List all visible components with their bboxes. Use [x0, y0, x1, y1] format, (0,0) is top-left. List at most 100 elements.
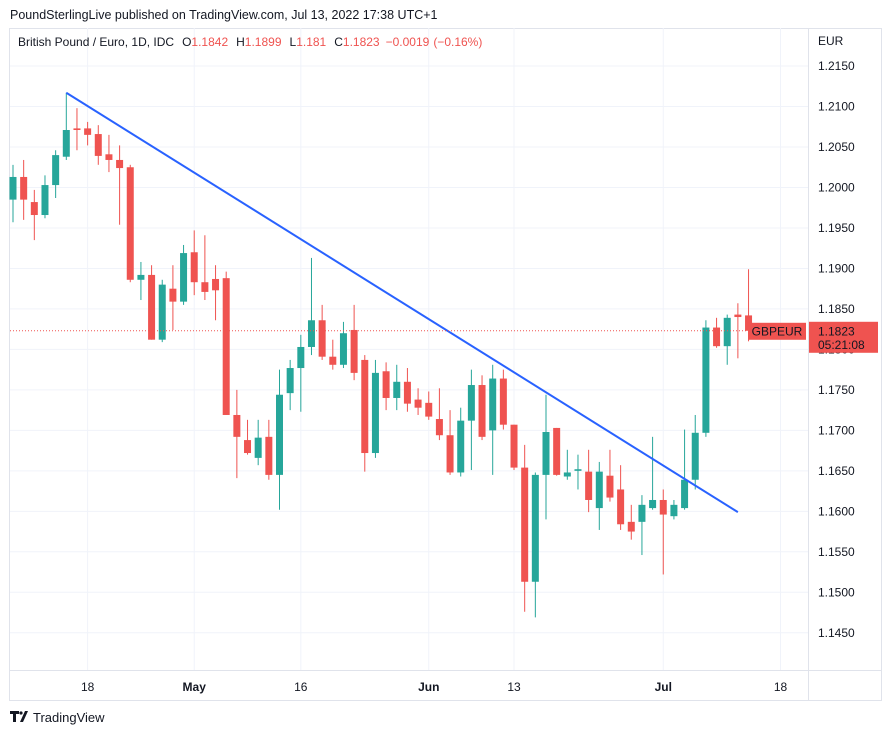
- y-tick-label: 1.1750: [818, 383, 855, 397]
- ohlc-letter: C: [334, 35, 343, 49]
- x-tick-label: Jun: [418, 680, 439, 694]
- candle-body: [617, 489, 625, 525]
- y-tick-label: 1.1450: [818, 626, 855, 640]
- candle-body: [62, 130, 70, 157]
- legend: British Pound / Euro, 1D, IDC O1.1842 H1.1…: [18, 35, 482, 49]
- candle-body: [297, 346, 305, 369]
- candle-body: [116, 159, 124, 169]
- y-tick-label: 1.1500: [818, 585, 855, 599]
- frame: [9, 28, 882, 701]
- candle-body: [595, 471, 603, 509]
- change-pct: (−0.16%): [433, 35, 482, 49]
- candle-body: [499, 378, 507, 425]
- candle-body: [563, 472, 571, 477]
- candle-body: [478, 385, 486, 437]
- candle-body: [382, 371, 390, 398]
- axes: 1.1450 1.1500 1.1550 1.1600 1.1650 1.1700 1.17…: [81, 59, 878, 694]
- candle-body: [691, 432, 699, 480]
- candle-body: [649, 499, 657, 509]
- candle-body: [52, 155, 60, 186]
- y-tick-label: 1.2000: [818, 180, 855, 194]
- candle-body: [137, 274, 145, 280]
- candle-body: [574, 469, 582, 471]
- symbol-label: GBPEUR: [752, 324, 803, 338]
- y-tick-label: 1.1550: [818, 545, 855, 559]
- candle-body: [510, 424, 518, 468]
- candle-body: [734, 314, 742, 318]
- candle-body: [222, 278, 230, 415]
- ohlc-letter: H: [236, 35, 245, 49]
- ohlc-value: 1.1899: [245, 35, 282, 49]
- y-axis-label: EUR: [818, 34, 844, 48]
- last-price-label: 1.1823: [818, 324, 855, 338]
- candle-body: [244, 440, 252, 454]
- y-tick-label: 1.1950: [818, 221, 855, 235]
- candle-body: [542, 431, 550, 475]
- candle-body: [94, 134, 102, 156]
- candle-body: [606, 475, 614, 498]
- candle-body: [403, 381, 411, 404]
- candle-body: [350, 329, 358, 373]
- candle-body: [681, 479, 689, 509]
- candle-body: [84, 128, 92, 135]
- header: PoundSterlingLive published on TradingVi…: [10, 8, 438, 22]
- candle-body: [723, 317, 731, 347]
- candle-body: [158, 284, 166, 340]
- candle-body: [339, 333, 347, 365]
- candle-body: [9, 176, 17, 200]
- candle-body: [20, 176, 28, 200]
- candle-body: [435, 419, 443, 436]
- candle-body: [73, 128, 81, 131]
- candle-body: [180, 253, 188, 302]
- candle-body: [169, 288, 177, 302]
- symbol-badge: [748, 322, 806, 340]
- y-tick-label: 1.1600: [818, 504, 855, 518]
- candle-body: [329, 356, 337, 365]
- x-tick-label: 13: [507, 680, 521, 694]
- candle-body: [585, 471, 593, 500]
- candle-body: [276, 394, 283, 475]
- tv-logo: [10, 711, 28, 722]
- candle-body: [105, 154, 113, 160]
- candle-body: [531, 474, 539, 582]
- x-tick-label: 16: [294, 680, 308, 694]
- candle-body: [489, 378, 497, 431]
- candle-body: [659, 499, 667, 515]
- y-tick-label: 1.1700: [818, 423, 855, 437]
- x-tick-label: 18: [774, 680, 788, 694]
- x-tick-label: 18: [81, 680, 95, 694]
- grid: [10, 28, 808, 670]
- countdown-label: 05:21:08: [818, 338, 865, 352]
- candle-body: [393, 381, 401, 398]
- ohlc-value: 1.1842: [191, 35, 228, 49]
- y-tick-label: 1.2050: [818, 140, 855, 154]
- candle-body: [521, 467, 529, 582]
- ohlc-letter: O: [182, 35, 191, 49]
- x-tick-label: Jul: [655, 680, 672, 694]
- x-tick-label: May: [183, 680, 207, 694]
- y-tick-label: 1.1850: [818, 302, 855, 316]
- y-tick-label: 1.1900: [818, 261, 855, 275]
- ohlc-value: 1.1823: [343, 35, 380, 49]
- candle-body: [265, 436, 273, 475]
- change-value: −0.0019: [386, 35, 430, 49]
- candle-body: [713, 327, 721, 347]
- candle-body: [425, 402, 433, 417]
- candle-body: [190, 252, 198, 283]
- ohlc-letter: L: [290, 35, 297, 49]
- candle-body: [446, 435, 454, 473]
- candle-body: [467, 385, 475, 421]
- plot: [9, 91, 808, 618]
- ohlc-value: 1.181: [296, 35, 326, 49]
- candle-body: [553, 427, 561, 475]
- candle-body: [233, 414, 241, 437]
- candle-body: [286, 368, 294, 394]
- candle-body: [670, 504, 678, 517]
- candle-body: [148, 274, 156, 340]
- candle-body: [702, 327, 710, 433]
- y-tick-label: 1.1650: [818, 464, 855, 478]
- y-tick-label: 1.2100: [818, 100, 855, 114]
- candle-body: [318, 320, 326, 357]
- candle-body: [126, 167, 134, 280]
